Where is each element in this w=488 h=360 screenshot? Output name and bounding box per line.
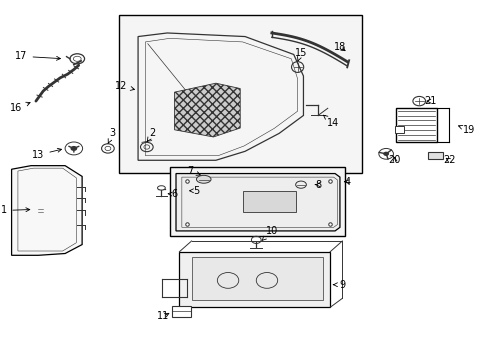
Text: 20: 20 <box>388 155 400 165</box>
Text: 4: 4 <box>344 177 349 187</box>
Bar <box>119 15 361 173</box>
Text: 19: 19 <box>458 125 474 135</box>
Text: 22: 22 <box>442 155 455 165</box>
Bar <box>395 126 403 134</box>
Bar <box>172 306 190 317</box>
Text: 6: 6 <box>168 189 177 199</box>
Polygon shape <box>174 83 240 137</box>
Text: 18: 18 <box>333 42 346 52</box>
Ellipse shape <box>157 186 165 190</box>
Circle shape <box>179 189 184 193</box>
Polygon shape <box>12 166 82 255</box>
Bar <box>242 191 296 212</box>
Text: 1: 1 <box>1 206 30 216</box>
Text: 12: 12 <box>115 81 134 91</box>
Text: 9: 9 <box>333 280 345 290</box>
Text: 16: 16 <box>10 102 30 113</box>
Text: 14: 14 <box>323 115 338 128</box>
Bar <box>179 252 329 307</box>
Text: 21: 21 <box>424 96 436 106</box>
Circle shape <box>70 146 77 151</box>
Text: 10: 10 <box>262 226 277 241</box>
Text: 2: 2 <box>147 129 156 141</box>
Text: 7: 7 <box>187 166 200 176</box>
Bar <box>191 257 322 300</box>
Text: 17: 17 <box>15 51 61 61</box>
Bar <box>169 167 344 235</box>
Bar <box>427 152 442 159</box>
Text: 3: 3 <box>108 129 116 144</box>
Polygon shape <box>176 174 339 231</box>
Text: 13: 13 <box>32 148 61 160</box>
Text: 8: 8 <box>314 180 321 190</box>
Circle shape <box>383 152 388 156</box>
Text: 5: 5 <box>189 186 199 196</box>
Text: 15: 15 <box>294 48 306 61</box>
Bar <box>395 108 436 142</box>
Text: 11: 11 <box>157 311 169 321</box>
Ellipse shape <box>196 175 211 183</box>
